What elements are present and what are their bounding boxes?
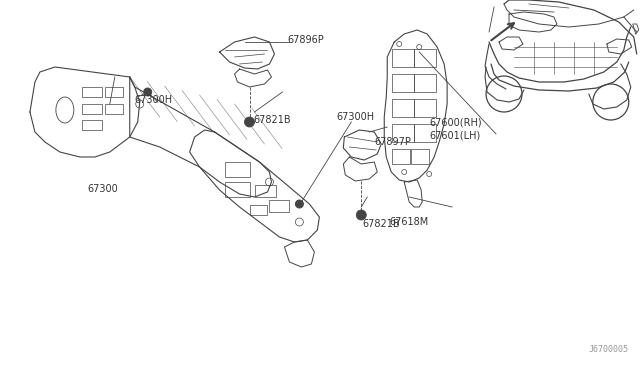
- Bar: [255, 185, 276, 197]
- Text: 67618M: 67618M: [389, 217, 429, 227]
- Text: 67300H: 67300H: [337, 112, 374, 122]
- Bar: [225, 162, 250, 177]
- Bar: [250, 205, 268, 215]
- Text: 67300: 67300: [88, 184, 118, 194]
- Text: 67300H: 67300H: [135, 95, 173, 105]
- Bar: [411, 149, 429, 164]
- Circle shape: [244, 117, 255, 127]
- Text: 67821B: 67821B: [362, 219, 400, 229]
- Bar: [82, 104, 102, 114]
- Text: 67821B: 67821B: [253, 115, 291, 125]
- Text: J6700005: J6700005: [589, 345, 629, 354]
- Bar: [392, 149, 410, 164]
- Bar: [82, 87, 102, 97]
- Bar: [414, 74, 436, 92]
- Bar: [392, 74, 414, 92]
- Text: 67897P: 67897P: [374, 137, 411, 147]
- Text: 67896P: 67896P: [287, 35, 324, 45]
- Bar: [225, 182, 250, 197]
- Bar: [105, 104, 123, 114]
- Bar: [392, 49, 414, 67]
- Bar: [414, 99, 436, 117]
- Circle shape: [144, 88, 152, 96]
- Bar: [82, 120, 102, 130]
- Circle shape: [296, 200, 303, 208]
- Text: 67601(LH): 67601(LH): [429, 130, 481, 140]
- Text: 67600(RH): 67600(RH): [429, 117, 482, 127]
- Bar: [269, 200, 289, 212]
- Circle shape: [356, 210, 366, 220]
- Bar: [392, 99, 414, 117]
- Bar: [105, 87, 123, 97]
- Bar: [392, 124, 414, 142]
- Bar: [414, 49, 436, 67]
- Bar: [414, 124, 436, 142]
